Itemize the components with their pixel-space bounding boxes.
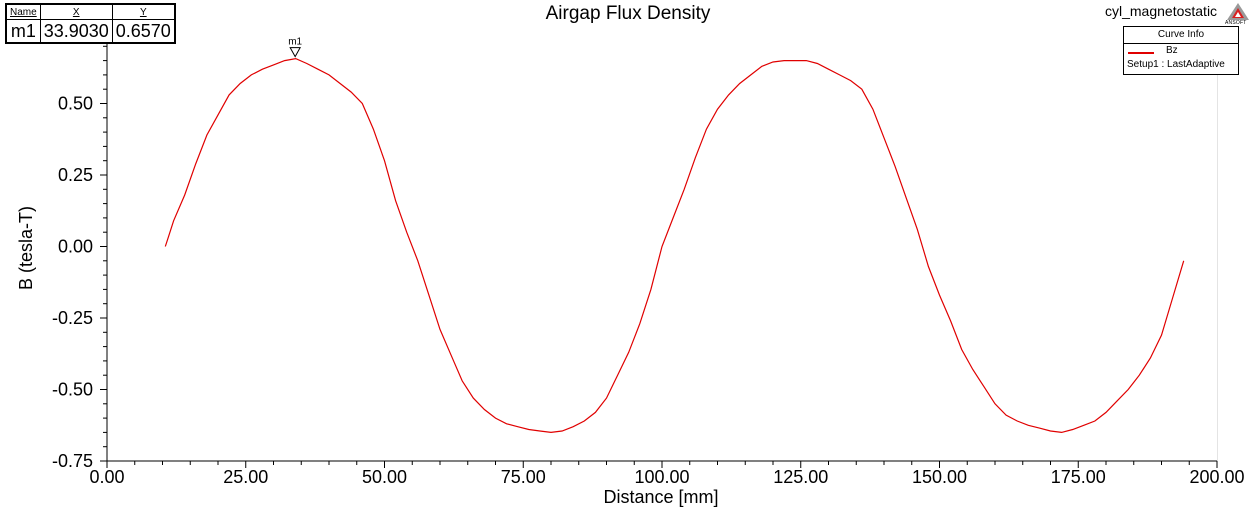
y-tick-label: -0.75 [52,451,93,471]
x-axis-label: Distance [mm] [603,487,718,507]
y-axis-label: B (tesla-T) [16,206,36,290]
y-tick-label: 0.50 [58,94,93,114]
x-tick-label: 25.00 [223,467,268,487]
marker-triangle-icon [289,47,302,58]
marker-table-header-name: Name [5,3,41,20]
ansoft-logo-icon [1227,3,1249,20]
legend[interactable]: Curve Info Bz Setup1 : LastAdaptive [1123,26,1239,75]
legend-line-swatch [1128,52,1154,54]
x-tick-label: 100.00 [634,467,689,487]
y-tick-label: 0.00 [58,237,93,257]
marker-table[interactable]: Name X Y m1 33.9030 0.6570 [5,3,176,44]
x-tick-label: 50.00 [362,467,407,487]
axis-ticks: 0.00 25.00 50.00 75.00 100.00 125.00 150.00 175… [52,31,1245,487]
series-line-bz [164,57,1185,434]
marker-layer: m1 [288,37,303,58]
marker-table-header-y: Y [111,3,176,20]
legend-title: Curve Info [1124,27,1238,44]
project-name: cyl_magnetostatic [1105,3,1218,19]
logo-text: ANSOFT [1225,20,1247,26]
marker-table-y: 0.6570 [111,19,176,44]
marker-table-header-x: X [39,3,113,20]
x-tick-label: 150.00 [912,467,967,487]
y-tick-label: -0.50 [52,380,93,400]
y-tick-label: -0.25 [52,308,93,328]
series-layer [164,57,1185,434]
marker-label: m1 [288,37,302,48]
x-tick-label: 0.00 [89,467,124,487]
chart-title: Airgap Flux Density [546,3,711,24]
legend-series-name: Bz [1166,45,1178,56]
legend-setup: Setup1 : LastAdaptive [1127,59,1225,70]
marker-table-name: m1 [5,19,41,44]
x-tick-label: 175.00 [1051,467,1106,487]
x-tick-label: 75.00 [501,467,546,487]
x-tick-label: 125.00 [773,467,828,487]
marker-table-x: 33.9030 [39,19,113,44]
x-tick-label: 200.00 [1189,467,1244,487]
y-tick-label: 0.25 [58,165,93,185]
